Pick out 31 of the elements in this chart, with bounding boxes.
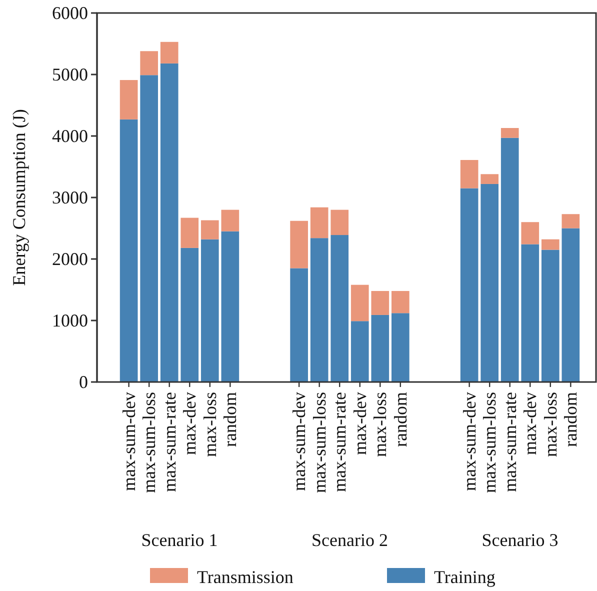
x-tick-label: random (390, 392, 410, 447)
x-tick-label: max-dev (180, 392, 200, 455)
y-tick-label: 1000 (52, 310, 88, 330)
y-tick-label: 0 (79, 372, 88, 392)
x-tick-label: max-sum-rate (330, 392, 350, 492)
text: Scenario 1 (141, 530, 218, 550)
x-tick-label: max-sum-loss (309, 392, 330, 493)
x-tick-label: random (560, 392, 581, 447)
y-tick-label: 6000 (52, 2, 88, 23)
y-tick-label: 3000 (52, 187, 88, 208)
x-tick-label: max-sum-rate (500, 392, 520, 492)
legend-label: Training (434, 567, 496, 587)
x-tick-label: max-sum-loss (480, 392, 500, 493)
y-axis-title: Energy Consumption (J) (9, 109, 29, 286)
y-tick-label: 2000 (52, 248, 88, 269)
y-tick-label: 5000 (52, 64, 88, 84)
x-tick-label: max-sum-rate (159, 392, 180, 492)
legend-label: Transmission (197, 567, 294, 587)
text: Scenario 2 (312, 530, 388, 550)
y-tick-label: 4000 (52, 126, 88, 146)
x-tick-label: max-dev (520, 392, 540, 455)
x-tick-label: max-loss (200, 392, 220, 457)
text: Scenario 3 (482, 530, 558, 550)
x-tick-label: max-loss (370, 392, 390, 457)
x-tick-label: max-sum-dev (289, 392, 310, 491)
x-tick-label: max-dev (350, 392, 370, 455)
x-tick-label: max-sum-dev (459, 392, 480, 491)
x-tick-label: max-sum-dev (118, 392, 139, 491)
x-tick-label: max-sum-loss (139, 392, 160, 493)
x-tick-label: random (220, 392, 240, 447)
x-tick-label: max-loss (540, 392, 560, 457)
